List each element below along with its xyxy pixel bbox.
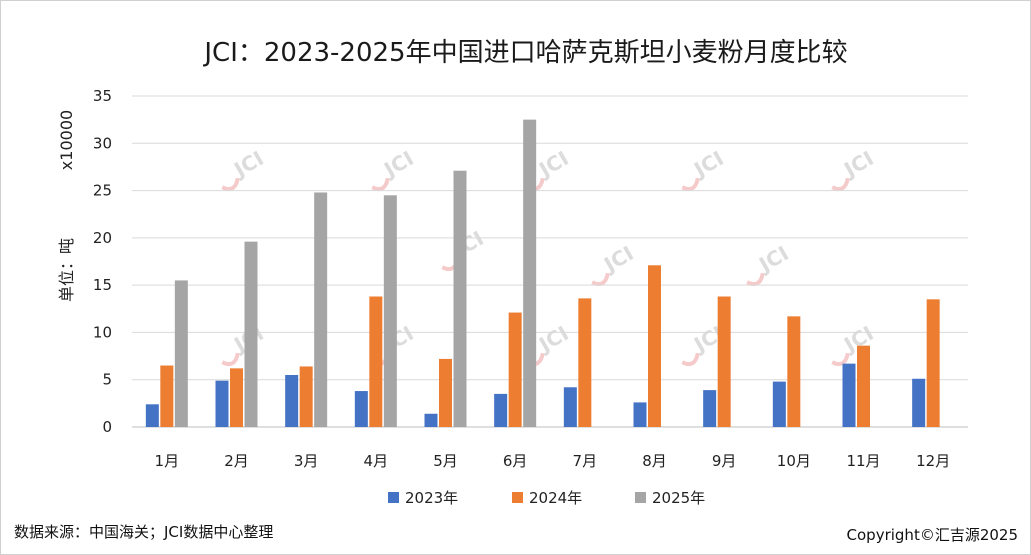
svg-text:JCI: JCI bbox=[753, 241, 792, 278]
y-tick-0: 0 bbox=[102, 418, 112, 436]
y-tick-10: 10 bbox=[93, 323, 112, 341]
x-tick-6月: 6月 bbox=[503, 452, 528, 470]
watermark-8: JCI bbox=[221, 321, 268, 367]
bar-2024年-11月 bbox=[857, 345, 870, 427]
bar-2023年-3月 bbox=[285, 374, 299, 427]
watermark-layer: JCIJCIJCIJCIJCIJCIJCIJCIJCIJCIJCIJCIJCI bbox=[221, 146, 878, 367]
bar-2024年-2月 bbox=[230, 368, 243, 427]
bar-2023年-4月 bbox=[354, 391, 368, 427]
bar-2025年-4月 bbox=[383, 195, 397, 427]
bar-2024年-4月 bbox=[369, 296, 383, 427]
x-tick-4月: 4月 bbox=[364, 452, 389, 470]
bar-2023年-6月 bbox=[494, 393, 508, 427]
x-tick-3月: 3月 bbox=[294, 452, 319, 470]
y-tick-25: 25 bbox=[93, 182, 112, 200]
x-tick-1月: 1月 bbox=[155, 452, 180, 470]
legend-swatch-2025年 bbox=[635, 492, 646, 503]
bar-2023年-7月 bbox=[563, 387, 577, 427]
x-tick-2月: 2月 bbox=[224, 452, 249, 470]
bar-2024年-12月 bbox=[926, 299, 940, 427]
watermark-6: JCI bbox=[591, 241, 638, 287]
y-tick-5: 5 bbox=[102, 371, 112, 389]
x-tick-9月: 9月 bbox=[712, 452, 737, 470]
x-tick-12月: 12月 bbox=[916, 452, 950, 470]
y-axis-unit: x10000 bbox=[57, 110, 76, 170]
legend: 2023年 2024年 2025年 bbox=[388, 489, 705, 507]
watermark-3: JCI bbox=[681, 146, 728, 192]
bars bbox=[145, 119, 940, 428]
legend-label-2025年: 2025年 bbox=[652, 489, 705, 507]
y-tick-20: 20 bbox=[93, 229, 112, 247]
chart-title: JCI：2023-2025年中国进口哈萨克斯坦小麦粉月度比较 bbox=[202, 38, 847, 68]
x-tick-11月: 11月 bbox=[846, 452, 880, 470]
bar-2025年-5月 bbox=[453, 170, 467, 427]
bar-2024年-9月 bbox=[717, 296, 731, 427]
watermark-1: JCI bbox=[371, 146, 418, 192]
bar-2025年-3月 bbox=[314, 192, 328, 427]
bar-2024年-10月 bbox=[787, 316, 801, 427]
watermark-0: JCI bbox=[221, 146, 268, 192]
bar-2025年-2月 bbox=[244, 241, 258, 427]
bar-2023年-11月 bbox=[842, 363, 856, 427]
x-axis-ticks: 1月 2月 3月 4月 5月 6月 7月 8月 9月 10月 11月 12月 bbox=[155, 452, 951, 470]
bar-2023年-9月 bbox=[703, 390, 717, 427]
y-axis-label: 单位：吨 bbox=[57, 238, 76, 302]
bar-2023年-1月 bbox=[145, 404, 159, 427]
svg-text:JCI: JCI bbox=[533, 146, 572, 183]
copyright-note: Copyright©汇吉源2025 bbox=[847, 526, 1018, 544]
bar-2024年-7月 bbox=[578, 298, 592, 427]
x-tick-5月: 5月 bbox=[433, 452, 458, 470]
bar-2023年-10月 bbox=[772, 381, 786, 427]
bar-2023年-12月 bbox=[912, 378, 926, 427]
y-tick-30: 30 bbox=[93, 134, 112, 152]
svg-text:JCI: JCI bbox=[228, 146, 267, 183]
y-axis-ticks: 0 5 10 15 20 25 30 35 bbox=[93, 87, 112, 436]
legend-label-2023年: 2023年 bbox=[405, 489, 458, 507]
x-tick-10月: 10月 bbox=[777, 452, 811, 470]
bar-2023年-8月 bbox=[633, 402, 647, 427]
bar-2023年-5月 bbox=[424, 413, 438, 427]
svg-text:JCI: JCI bbox=[838, 146, 877, 183]
watermark-4: JCI bbox=[831, 146, 878, 192]
bar-2024年-1月 bbox=[160, 365, 174, 427]
x-tick-8月: 8月 bbox=[642, 452, 667, 470]
bar-2023年-2月 bbox=[215, 380, 229, 427]
watermark-7: JCI bbox=[746, 241, 793, 287]
legend-swatch-2023年 bbox=[388, 492, 399, 503]
bar-2024年-6月 bbox=[508, 312, 522, 427]
svg-text:JCI: JCI bbox=[378, 146, 417, 183]
bar-2025年-1月 bbox=[174, 280, 188, 427]
bar-2024年-8月 bbox=[648, 265, 661, 427]
y-tick-15: 15 bbox=[93, 276, 112, 294]
svg-text:JCI: JCI bbox=[598, 241, 637, 278]
svg-text:JCI: JCI bbox=[533, 321, 572, 358]
legend-label-2024年: 2024年 bbox=[529, 489, 582, 507]
gridlines bbox=[132, 95, 968, 428]
bar-2025年-6月 bbox=[523, 119, 537, 428]
bar-2024年-3月 bbox=[299, 366, 313, 427]
legend-swatch-2024年 bbox=[512, 492, 523, 503]
x-tick-7月: 7月 bbox=[573, 452, 598, 470]
svg-text:JCI: JCI bbox=[688, 146, 727, 183]
source-note: 数据来源：中国海关；JCI数据中心整理 bbox=[14, 523, 273, 541]
bar-2024年-5月 bbox=[439, 358, 452, 427]
y-tick-35: 35 bbox=[93, 87, 112, 105]
